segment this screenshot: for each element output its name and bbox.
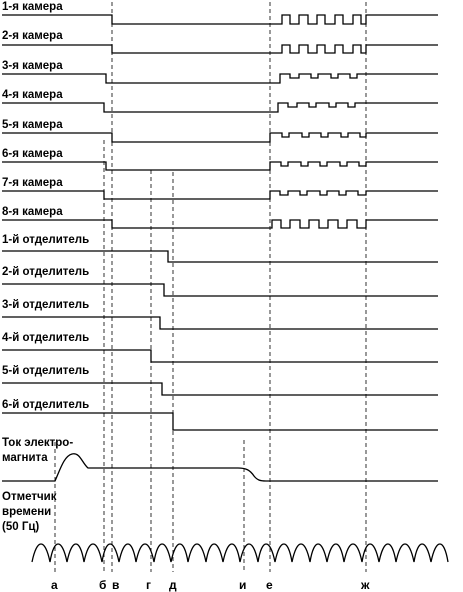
chamber-label-5: 5-я камера [2,119,63,131]
chamber-8-waveform [2,219,438,229]
separator-label-2: 2-й отделитель [2,266,89,278]
chamber-5-waveform [2,132,438,143]
separator-label-1: 1-й отделитель [2,234,89,246]
chamber-2-waveform [2,44,438,54]
separator-label-4: 4-й отделитель [2,332,89,344]
separator-2-waveform [2,283,438,297]
chamber-label-7: 7-я камера [2,177,63,189]
separator-4-waveform [2,349,438,363]
magnet-label-line2: магнита [2,452,48,464]
marker-e: е [266,578,273,592]
timer-label-line1: Отметчик [2,491,57,503]
chamber-1-waveform [2,14,438,25]
chamber-4-waveform [2,102,438,113]
magnet-current-waveform [2,453,438,482]
chamber-label-6: 6-я камера [2,148,63,160]
separator-5-waveform [2,382,438,396]
separator-label-3: 3-й отделитель [2,299,89,311]
chamber-label-8: 8-я камера [2,206,63,218]
separator-3-waveform [2,316,438,330]
time-marker-waveform [31,543,449,563]
marker-d: д [169,578,177,592]
chamber-label-4: 4-я камера [2,89,63,101]
marker-a: а [51,578,58,592]
chamber-7-waveform [2,190,438,200]
marker-zh: ж [360,578,370,592]
separator-1-waveform [2,250,438,263]
marker-g: г [146,578,151,592]
separator-6-waveform [2,412,438,431]
chamber-6-waveform [2,161,438,171]
chamber-label-3: 3-я камера [2,60,63,72]
separator-label-5: 5-й отделитель [2,365,89,377]
chamber-label-2: 2-я камера [2,30,63,42]
timer-label-line2: времени [2,506,51,518]
separator-label-6: 6-й отделитель [2,399,89,411]
guide-lines [54,2,367,572]
chamber-label-1: 1-я камера [2,1,63,13]
marker-v: в [112,578,119,592]
chamber-3-waveform [2,73,438,84]
marker-i: и [239,578,246,592]
timer-label-line3: (50 Гц) [2,521,39,533]
marker-b: б [99,578,106,592]
magnet-label-line1: Ток электро- [2,437,73,449]
